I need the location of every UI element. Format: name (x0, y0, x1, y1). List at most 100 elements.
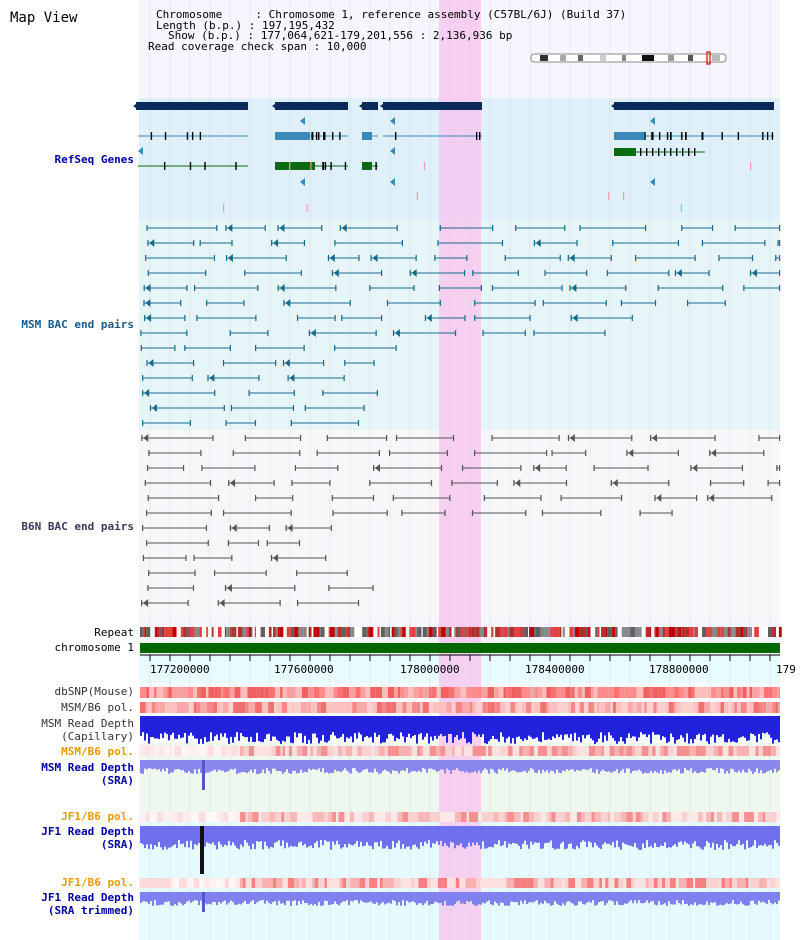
depth-bar (208, 716, 210, 742)
chromosome-ideogram[interactable] (530, 51, 727, 65)
track-label-chromosome[interactable]: chromosome 1 (54, 641, 134, 654)
repeat-element (445, 627, 449, 637)
depth-bar (364, 760, 366, 770)
read-depth-tracks[interactable] (140, 716, 780, 912)
axis-tick-label: 179 (776, 663, 796, 676)
track-label-msm-depth-sra[interactable]: MSM Read Depth (SRA) (41, 761, 134, 787)
depth-bar (486, 892, 488, 902)
heat-strips[interactable] (140, 687, 780, 888)
track-label-b6n-bac[interactable]: B6N BAC end pairs (21, 520, 134, 533)
depth-bar (338, 716, 340, 739)
depth-bar (602, 892, 604, 902)
depth-bar (344, 760, 346, 769)
depth-bar (570, 892, 572, 903)
bac-end (524, 330, 526, 336)
selection-highlight[interactable] (439, 0, 481, 940)
depth-bar (756, 892, 758, 905)
heat-cell (652, 687, 659, 698)
depth-bar (432, 716, 434, 741)
heat-cell (689, 746, 696, 756)
bac-end (567, 435, 570, 441)
track-label-jf1-depth[interactable]: JF1 Read Depth (SRA) (41, 825, 134, 851)
bac-end (779, 240, 781, 246)
depth-bar (316, 760, 318, 770)
depth-bar (272, 716, 274, 737)
repeat-element (394, 627, 398, 637)
bac-end (558, 435, 560, 441)
depth-bar (694, 892, 696, 903)
repeat-element (499, 627, 503, 637)
heat-cell (698, 702, 705, 713)
bac-end (677, 240, 680, 246)
depth-bar (518, 760, 520, 773)
depth-bar (398, 760, 400, 774)
heat-cell (326, 702, 332, 713)
depth-bar (442, 716, 444, 737)
track-label-msm-b6-pol[interactable]: MSM/B6 pol. (61, 701, 134, 714)
msm-bac-features[interactable] (140, 224, 781, 426)
heat-cell (759, 878, 765, 888)
depth-bar (384, 760, 386, 770)
depth-bar (278, 826, 280, 841)
track-label-msm-bac[interactable]: MSM BAC end pairs (21, 318, 134, 331)
heat-cell (162, 687, 166, 698)
heat-cell (428, 702, 433, 713)
bac-end (743, 480, 745, 486)
bac-end (217, 600, 219, 606)
heat-cell (538, 746, 542, 756)
heat-cell (351, 746, 358, 756)
depth-bar (202, 716, 204, 744)
heat-cell (652, 746, 656, 756)
track-label-jf1-depth-trimmed[interactable]: JF1 Read Depth (SRA trimmed) (41, 891, 134, 917)
track-label-dbsnp[interactable]: dbSNP(Mouse) (54, 685, 134, 698)
heat-cell (656, 702, 659, 713)
heat-cell (557, 746, 560, 756)
depth-bar (666, 826, 668, 849)
heat-cell (399, 746, 406, 756)
depth-bar (640, 760, 642, 772)
track-label-refseq[interactable]: RefSeq Genes (54, 153, 134, 166)
b6n-bac-features[interactable] (141, 434, 781, 607)
heat-cell (584, 702, 589, 713)
bac-end (743, 285, 745, 291)
repeat-element (681, 627, 686, 637)
depth-bar (598, 892, 600, 903)
depth-bar (672, 716, 674, 738)
depth-bar (684, 892, 686, 905)
depth-bar (198, 716, 200, 744)
heat-cell (776, 746, 780, 756)
repeat-element (588, 627, 591, 637)
depth-bar (322, 760, 324, 769)
depth-bar (702, 892, 704, 906)
heat-cell (684, 687, 689, 698)
depth-bar (578, 826, 580, 849)
depth-bar (282, 892, 284, 904)
track-label-jf1-b6-pol[interactable]: JF1/B6 pol. (61, 810, 134, 823)
depth-bar (704, 716, 706, 734)
track-label-jf1-b6-pol-trimmed[interactable]: JF1/B6 pol. (61, 876, 134, 889)
track-label-msm-depth-capillary[interactable]: MSM Read Depth (Capillary) (41, 717, 134, 743)
depth-bar (390, 892, 392, 904)
depth-bar (224, 716, 226, 734)
heat-cell (349, 687, 356, 698)
depth-bar (144, 892, 146, 902)
depth-bar (732, 892, 734, 901)
track-label-repeat[interactable]: Repeat (94, 626, 134, 639)
depth-bar (160, 760, 162, 772)
heat-cell (305, 878, 313, 888)
refseq-gene-features[interactable] (133, 102, 774, 212)
depth-bar (754, 892, 756, 904)
heat-cell (396, 702, 403, 713)
chromosome-bar[interactable] (140, 643, 780, 653)
track-label-msm-b6-pol-sra[interactable]: MSM/B6 pol. (61, 745, 134, 758)
heat-cell (603, 746, 610, 756)
depth-bar (360, 892, 362, 901)
label-line: MSM Read Depth (41, 717, 134, 730)
depth-bar (210, 716, 212, 733)
repeat-element (426, 627, 429, 637)
repeat-element (168, 627, 173, 637)
depth-bar (420, 760, 422, 773)
gene-exon (311, 132, 313, 140)
repeat-track[interactable] (140, 627, 782, 637)
